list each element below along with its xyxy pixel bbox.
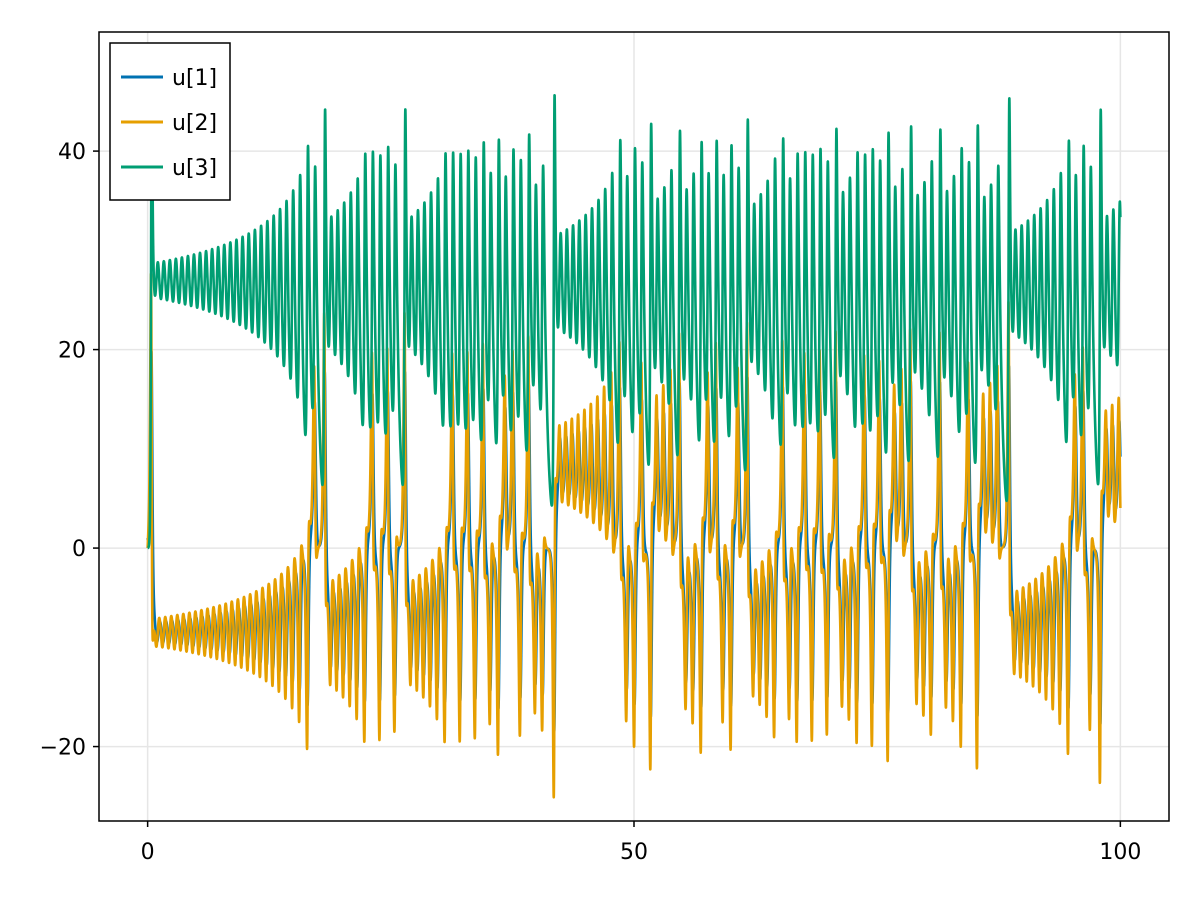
x-tick-label: 50 [620, 840, 648, 865]
y-tick-label: 40 [58, 140, 86, 165]
legend: u[1] u[2] u[3] [109, 42, 231, 201]
series-line-u2 [146, 272, 1122, 799]
y-tick-label: 0 [72, 537, 86, 562]
x-tick-label: 100 [1099, 840, 1141, 865]
x-tick-label: 0 [141, 840, 155, 865]
axis-ticks: 0 50 100 −20 0 20 40 [40, 140, 1142, 865]
legend-label-u3: u[3] [172, 156, 217, 181]
y-tick-label: −20 [40, 736, 86, 761]
series-line-u3 [146, 67, 1122, 550]
legend-label-u1: u[1] [172, 66, 217, 91]
y-tick-label: 20 [58, 339, 86, 364]
plot-area [146, 67, 1122, 799]
legend-label-u2: u[2] [172, 111, 217, 136]
